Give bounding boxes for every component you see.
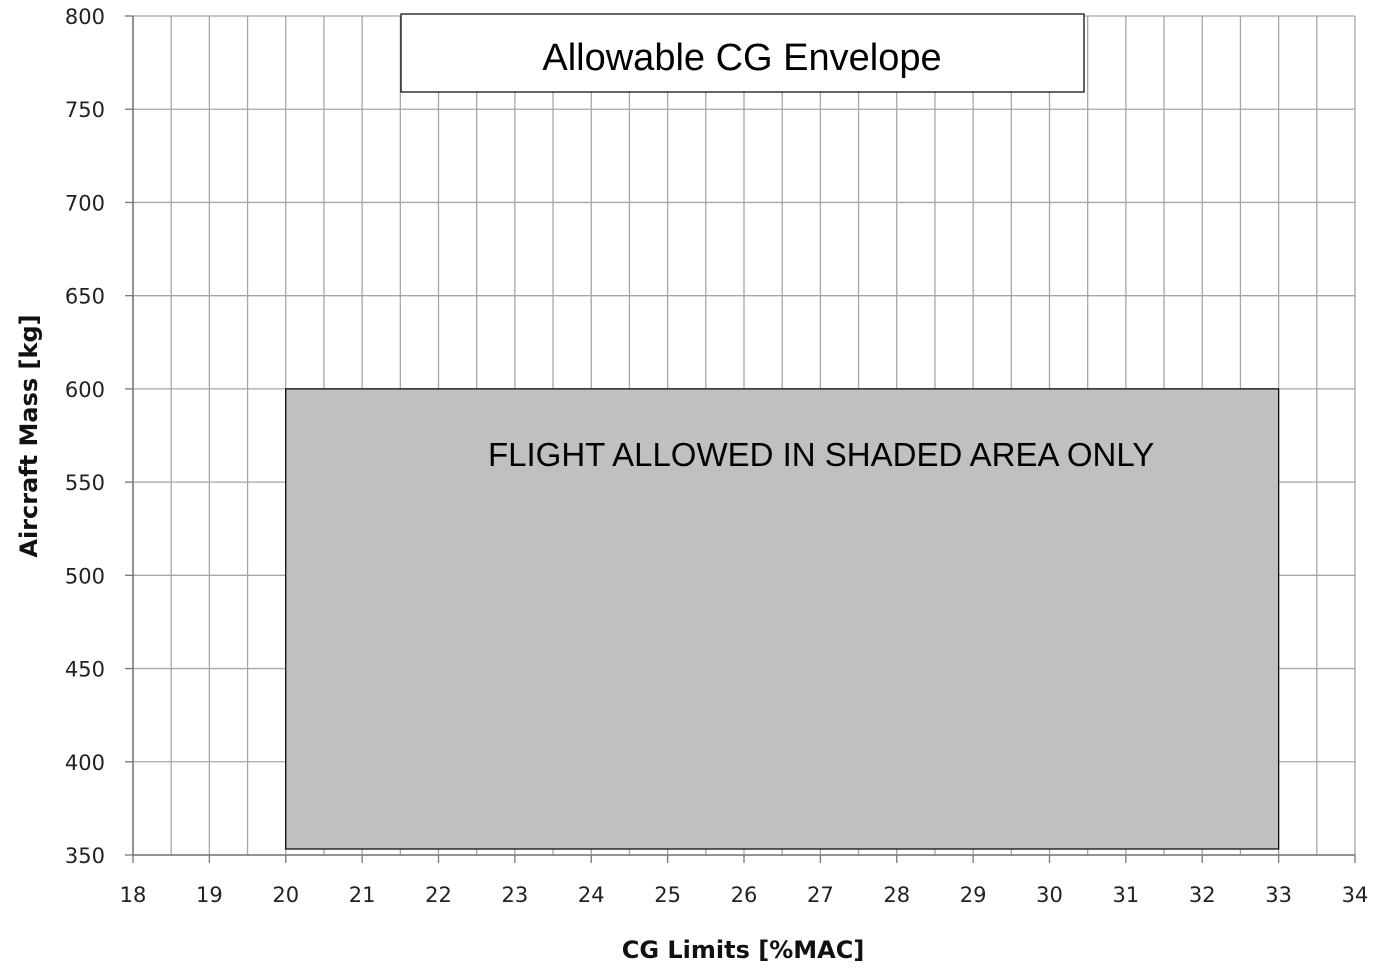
y-tick-label: 700 [65,191,105,215]
y-tick-label: 800 [65,5,105,29]
x-tick-label: 29 [960,883,987,907]
x-tick-label: 30 [1036,883,1063,907]
x-tick-label: 20 [272,883,299,907]
x-tick-label: 24 [578,883,605,907]
envelope-layer [285,388,1280,850]
y-axis-title: Aircraft Mass [kg] [15,314,43,557]
x-tick-label: 33 [1265,883,1292,907]
x-tick-label: 19 [196,883,223,907]
x-axis-title: CG Limits [%MAC] [622,936,865,964]
x-tick-label: 31 [1113,883,1140,907]
y-tick-label: 650 [65,285,105,309]
x-tick-label: 23 [502,883,529,907]
y-tick-label: 600 [65,378,105,402]
x-tick-label: 28 [883,883,910,907]
allowed-envelope-region [285,388,1280,850]
axes [125,15,1356,863]
y-tick-label: 400 [65,751,105,775]
x-tick-label: 27 [807,883,834,907]
y-tick-label: 750 [65,98,105,122]
y-tick-label: 550 [65,471,105,495]
x-tick-label: 22 [425,883,452,907]
x-tick-label: 34 [1342,883,1369,907]
y-tick-label: 350 [65,844,105,868]
x-tick-label: 25 [654,883,681,907]
y-tick-label: 500 [65,564,105,588]
x-tick-label: 18 [120,883,147,907]
envelope-annotation: FLIGHT ALLOWED IN SHADED AREA ONLY [488,436,1154,473]
chart-title: Allowable CG Envelope [542,37,941,79]
x-tick-label: 32 [1189,883,1216,907]
x-tick-label: 26 [731,883,758,907]
tick-labels: 18 19 20 21 22 23 24 25 26 27 28 29 30 31 32 33 34 350 400… [65,5,1368,907]
y-tick-label: 450 [65,658,105,682]
chart-title-box [400,13,1085,93]
x-tick-label: 21 [349,883,376,907]
